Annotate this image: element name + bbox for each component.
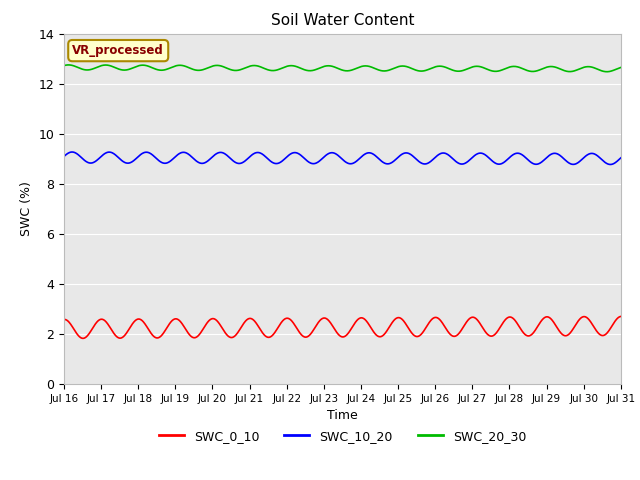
X-axis label: Time: Time [327,409,358,422]
Title: Soil Water Content: Soil Water Content [271,13,414,28]
Text: VR_processed: VR_processed [72,44,164,57]
Legend: SWC_0_10, SWC_10_20, SWC_20_30: SWC_0_10, SWC_10_20, SWC_20_30 [154,425,531,448]
Y-axis label: SWC (%): SWC (%) [20,181,33,236]
